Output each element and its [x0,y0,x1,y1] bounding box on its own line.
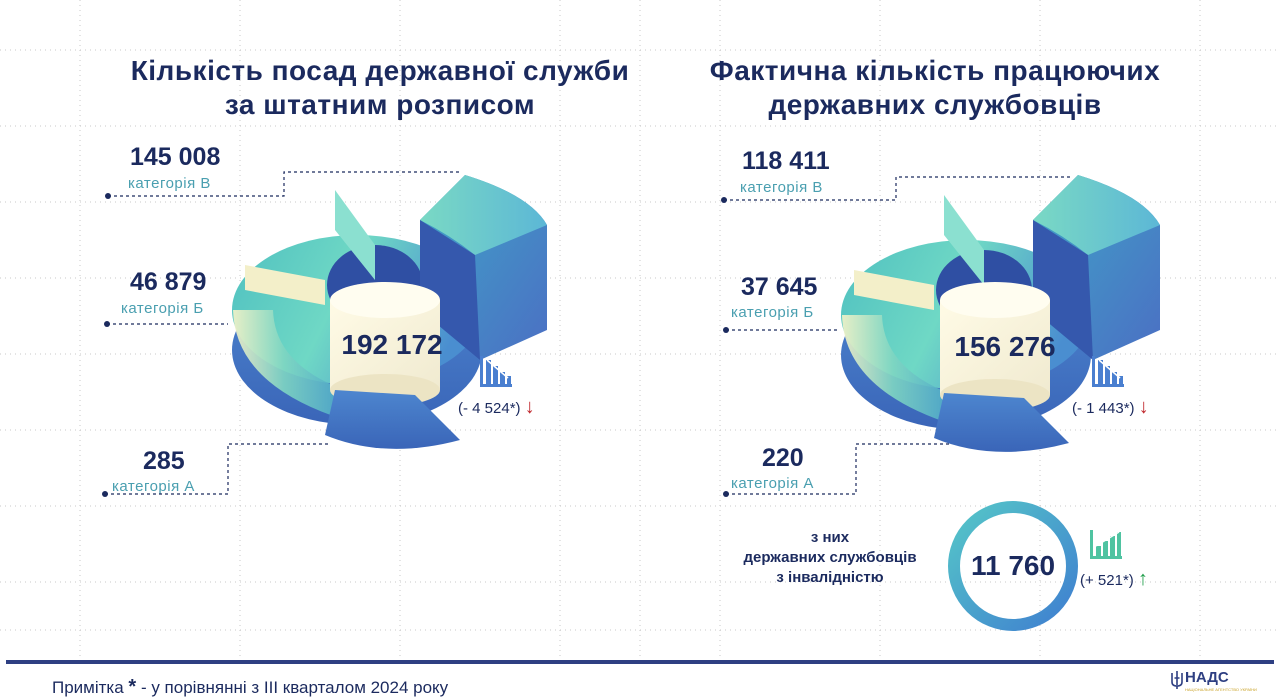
disability-label: з них державних службовців з інвалідніст… [705,528,955,588]
left-cat-v-value: 145 008 [130,143,221,171]
disability-ring [948,501,1078,631]
right-donut-wedge-light [842,315,969,425]
right-cat-a-value: 220 [762,444,804,472]
arrow-down-icon: ↓ [524,396,535,418]
left-donut-segment-lower [325,390,460,449]
right-donut-segment-lower [934,393,1069,452]
left-cat-a-value: 285 [143,447,185,475]
left-donut-wedge-light [233,310,360,420]
disability-delta: (+ 521*) ↑ [1080,568,1148,591]
arrow-down-icon: ↓ [1138,396,1149,418]
logo-subtitle: НАЦІОНАЛЬНЕ АГЕНТСТВО УКРАЇНИ [1185,687,1257,692]
left-title: Кількість посад державної служби за штат… [100,54,660,122]
right-delta: (- 1 443*) ↓ [1072,396,1149,419]
right-title-line2: державних службовців [768,89,1102,120]
right-donut-cut-2 [854,270,934,310]
left-donut-cut-2 [245,265,325,305]
right-donut-cut-1 [944,195,984,285]
disability-delta-text: (+ 521*) [1080,572,1134,589]
left-total: 192 172 [341,329,443,360]
right-donut-chart [841,175,1160,452]
disability-value: 11 760 [970,550,1056,581]
nads-logo: НАДС НАЦІОНАЛЬНЕ АГЕНТСТВО УКРАЇНИ [1168,667,1274,697]
right-cat-b-label: категорія Б [731,304,814,321]
left-donut-segment-v-side [420,220,480,360]
right-total: 156 276 [954,331,1056,362]
right-cat-v-label: категорія В [740,179,823,196]
left-title-line1: Кількість посад державної служби [130,55,630,86]
left-cat-b-value: 46 879 [130,268,207,296]
left-cat-v-label: категорія В [128,175,211,192]
arrow-up-icon: ↑ [1137,568,1148,590]
footnote: Примітка * - у порівнянні з ІІІ квартало… [52,676,448,699]
right-delta-text: (- 1 443*) [1072,400,1135,417]
logo-text: НАДС [1185,669,1229,686]
footnote-text: - у порівнянні з ІІІ кварталом 2024 року [140,678,449,697]
left-donut-chart [232,175,547,449]
left-title-line2: за штатним розписом [224,89,536,120]
right-donut-segment-v-side [1033,220,1093,360]
right-title-line1: Фактична кількість працюючих [709,55,1161,86]
left-cat-a-label: категорія А [112,478,195,495]
disability-line1: з них [810,529,850,546]
left-delta: (- 4 524*) ↓ [458,396,535,419]
left-delta-text: (- 4 524*) [458,400,521,417]
footnote-prefix: Примітка [52,678,124,697]
trident-icon [1171,671,1183,689]
right-cat-a-label: категорія А [731,475,814,492]
left-donut-cut-1 [335,190,375,280]
disability-line3: з інвалідністю [776,569,884,586]
right-cat-b-value: 37 645 [741,273,818,301]
right-donut-center-top [940,282,1050,318]
footnote-star: * [128,676,137,698]
left-donut-center-top [330,282,440,318]
bar-chart-up-icon [1090,530,1122,559]
disability-line2: державних службовців [743,549,917,566]
bar-chart-down-icon [1092,356,1124,387]
bar-chart-down-icon [480,356,512,387]
right-cat-v-value: 118 411 [742,147,830,175]
right-title: Фактична кількість працюючих державних с… [690,54,1180,122]
footer-divider [6,660,1274,664]
left-cat-b-label: категорія Б [121,300,204,317]
